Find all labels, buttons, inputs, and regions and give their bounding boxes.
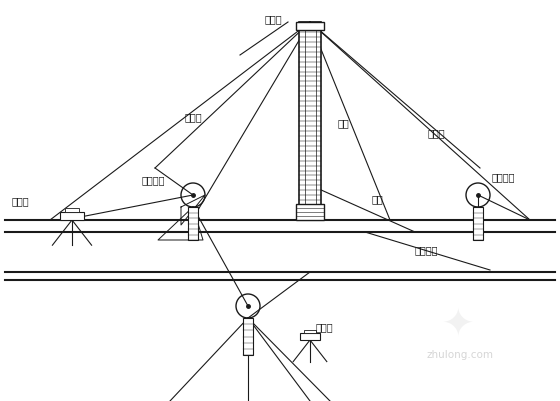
Bar bbox=[243, 318, 253, 355]
Text: 手动葫芦: 手动葫芦 bbox=[492, 172, 516, 182]
Text: 防坠器: 防坠器 bbox=[265, 14, 283, 24]
Bar bbox=[299, 22, 321, 220]
Text: 爬梯: 爬梯 bbox=[338, 118, 350, 128]
Text: 缆风绳: 缆风绳 bbox=[185, 112, 203, 122]
Text: 备用轴线: 备用轴线 bbox=[415, 245, 438, 255]
Bar bbox=[296, 204, 324, 220]
Bar bbox=[296, 22, 324, 30]
Bar bbox=[60, 212, 84, 220]
Text: 轴线: 轴线 bbox=[372, 194, 384, 204]
Bar bbox=[300, 333, 320, 340]
Text: 缆风绳: 缆风绳 bbox=[428, 128, 446, 138]
Bar bbox=[473, 207, 483, 240]
Text: 经纬仪: 经纬仪 bbox=[12, 196, 30, 206]
Text: 经纬仪: 经纬仪 bbox=[316, 322, 334, 332]
Bar bbox=[305, 330, 316, 333]
Text: 手动葫芦: 手动葫芦 bbox=[142, 175, 166, 185]
Bar bbox=[66, 208, 78, 212]
Text: zhulong.com: zhulong.com bbox=[427, 350, 493, 360]
Text: ✦: ✦ bbox=[442, 306, 474, 344]
Bar bbox=[188, 207, 198, 240]
